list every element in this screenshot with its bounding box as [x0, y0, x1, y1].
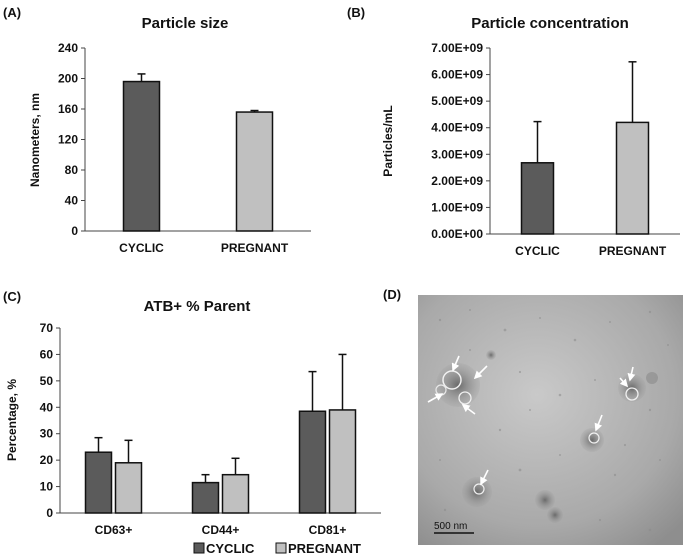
y-tick-label: 120 — [58, 133, 78, 147]
legend-label-cyclic: CYCLIC — [206, 541, 255, 556]
x-tick-label: CD81+ — [309, 523, 347, 537]
y-tick-label: 10 — [40, 480, 54, 494]
bar-pregnant — [221, 473, 250, 514]
y-tick-label: 200 — [58, 72, 78, 86]
y-tick-label: 40 — [65, 194, 79, 208]
y-tick-label: 6.00E+09 — [431, 68, 483, 82]
x-tick-label: CYCLIC — [515, 244, 560, 258]
arrow-icons — [427, 355, 636, 486]
y-tick-label: 40 — [40, 400, 54, 414]
y-tick-label: 3.00E+09 — [431, 147, 483, 161]
y-tick-label: 0 — [46, 506, 53, 520]
chart-a-title: Particle size — [142, 15, 229, 32]
legend-label-pregnant: PREGNANT — [288, 541, 361, 556]
chart-b-title: Particle concentration — [471, 15, 629, 32]
bar-cyclic — [84, 451, 113, 514]
chart-particle-concentration: Particle concentration Particles/mL 0.00… — [381, 15, 680, 258]
y-tick-label: 30 — [40, 427, 54, 441]
x-tick-label: PREGNANT — [599, 244, 667, 258]
legend-swatch-pregnant — [275, 542, 287, 554]
chart-c-title: ATB+ % Parent — [144, 298, 251, 315]
bar-pregnant — [114, 462, 143, 514]
chart-c-legend: CYCLIC PREGNANT — [193, 541, 361, 556]
y-tick-label: 0 — [71, 224, 78, 238]
panel-letter-a: (A) — [3, 5, 21, 20]
bar-cyclic — [122, 80, 161, 232]
y-tick-label: 0.00E+00 — [431, 227, 483, 241]
y-tick-label: 7.00E+09 — [431, 41, 483, 55]
bar-cyclic — [191, 481, 220, 514]
y-tick-label: 1.00E+09 — [431, 200, 483, 214]
x-tick-label: CYCLIC — [119, 241, 164, 255]
scale-bar-label: 500 nm — [434, 521, 467, 532]
chart-atb-percent-parent: ATB+ % Parent Percentage, % 0 10 20 30 40 50 6… — [5, 298, 381, 537]
panel-letter-c: (C) — [3, 289, 21, 304]
bar-pregnant — [615, 121, 650, 235]
chart-c-ylabel: Percentage, % — [5, 379, 19, 461]
bar-cyclic — [520, 162, 555, 235]
legend-swatch-cyclic — [193, 542, 205, 554]
vesicle-cluster-1 — [435, 363, 480, 407]
y-tick-label: 2.00E+09 — [431, 174, 483, 188]
bar-cyclic — [298, 410, 327, 514]
chart-b-ylabel: Particles/mL — [381, 105, 395, 176]
panel-letter-b: (B) — [347, 5, 365, 20]
chart-particle-size: Particle size Nanometers, nm 0 40 80 120 160… — [28, 15, 311, 255]
y-tick-label: 5.00E+09 — [431, 94, 483, 108]
chart-a-ylabel: Nanometers, nm — [28, 93, 42, 187]
tem-micrograph: 500 nm — [418, 295, 683, 545]
x-tick-label: CD44+ — [202, 523, 240, 537]
y-tick-label: 70 — [40, 321, 54, 335]
x-tick-label: PREGNANT — [221, 241, 289, 255]
vesicle-cluster-3 — [580, 428, 604, 452]
y-tick-label: 160 — [58, 102, 78, 116]
y-tick-label: 20 — [40, 453, 54, 467]
y-tick-label: 4.00E+09 — [431, 121, 483, 135]
y-tick-label: 60 — [40, 347, 54, 361]
y-tick-label: 50 — [40, 374, 54, 388]
panel-letter-d: (D) — [383, 287, 401, 302]
bar-pregnant — [235, 111, 274, 232]
bar-pregnant — [328, 409, 357, 514]
x-tick-label: CD63+ — [95, 523, 133, 537]
y-tick-label: 240 — [58, 41, 78, 55]
y-tick-label: 80 — [65, 163, 79, 177]
